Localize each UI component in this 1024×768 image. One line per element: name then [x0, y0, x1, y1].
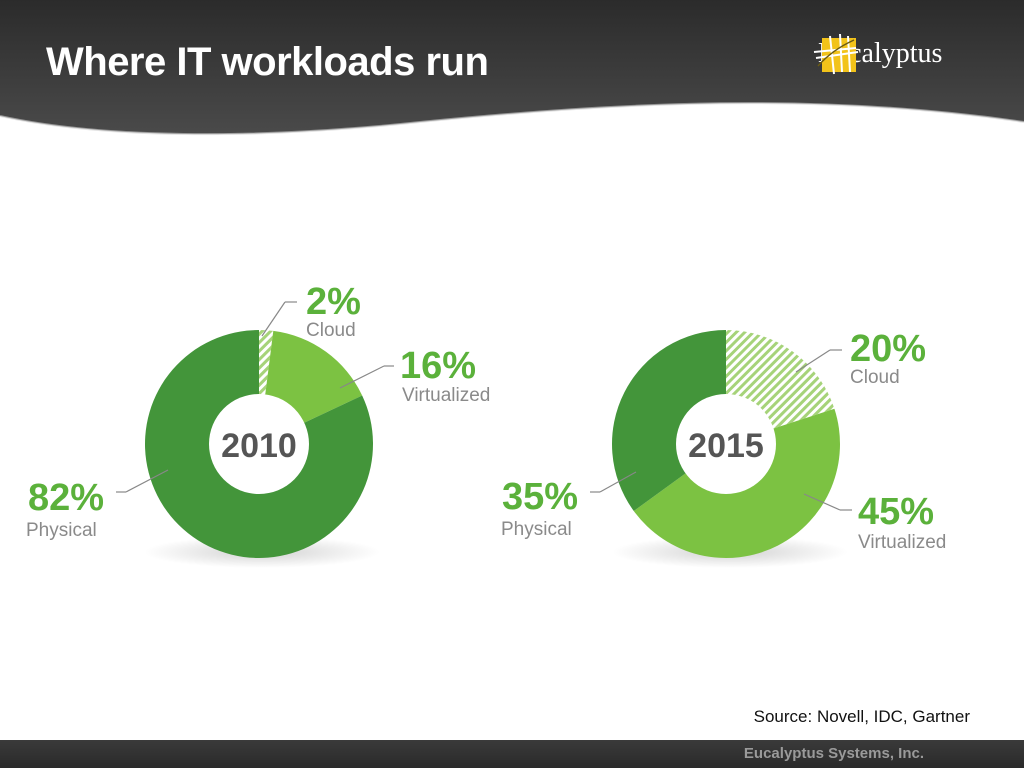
leader-line	[599, 471, 637, 493]
slide-header: Where IT workloads run Eucalyptus	[0, 0, 1024, 150]
leader-line	[795, 349, 831, 373]
source-note: Source: Novell, IDC, Gartner	[753, 707, 970, 726]
chart-title: 2015	[688, 427, 764, 465]
footer-bar: Eucalyptus Systems, Inc.	[0, 740, 1024, 768]
donut-hole	[676, 394, 776, 494]
slice-label: Cloud	[306, 320, 356, 341]
slice-percent: 35%	[502, 476, 578, 518]
donut-hole	[209, 394, 309, 494]
slice-percent: 45%	[858, 491, 934, 533]
eucalyptus-logo: Eucalyptus	[812, 32, 942, 76]
leader-line	[125, 469, 169, 493]
leader-line	[339, 365, 385, 389]
slice-label: Physical	[26, 520, 97, 541]
eucalyptus-leaf-icon	[813, 33, 859, 75]
leader-line	[261, 301, 286, 337]
slice-label: Virtualized	[858, 532, 946, 553]
donut-chart-2015: 2015 20% Cloud 45% Virtualized 35% Physi…	[501, 328, 946, 568]
slice-label: Physical	[501, 519, 572, 540]
slide-title: Where IT workloads run	[46, 40, 489, 84]
slice-label: Virtualized	[402, 385, 490, 406]
slice-percent: 20%	[850, 328, 926, 370]
chart-title: 2010	[221, 427, 297, 465]
slice-percent: 82%	[28, 477, 104, 519]
slice-label: Cloud	[850, 367, 900, 388]
donut-chart-2010: 2010 2% Cloud 16% Virtualized 82% Physic…	[26, 281, 490, 568]
footer-company: Eucalyptus Systems, Inc.	[743, 745, 924, 762]
header-banner	[0, 0, 1024, 136]
leader-line	[803, 493, 841, 511]
donut-charts: 2010 2% Cloud 16% Virtualized 82% Physic…	[26, 281, 946, 568]
donut-slice-physical	[612, 330, 726, 512]
slice-percent: 16%	[400, 345, 476, 387]
slice-percent: 2%	[306, 281, 361, 323]
